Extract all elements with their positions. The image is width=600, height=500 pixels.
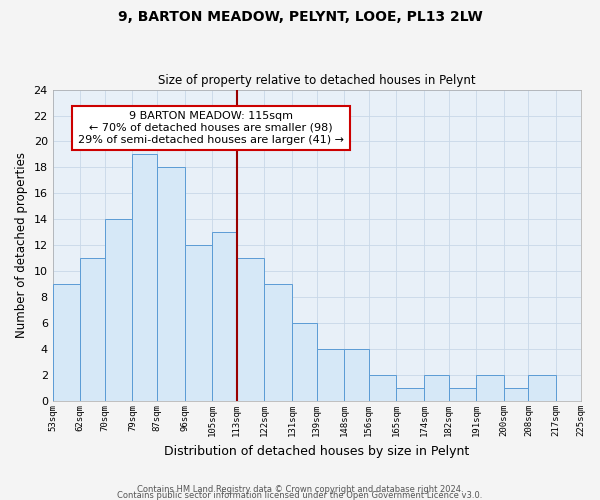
Bar bbox=[237, 258, 265, 401]
Bar bbox=[53, 284, 80, 401]
Text: Contains public sector information licensed under the Open Government Licence v3: Contains public sector information licen… bbox=[118, 491, 482, 500]
Bar bbox=[185, 246, 212, 401]
Bar bbox=[344, 349, 369, 401]
Text: 9 BARTON MEADOW: 115sqm
← 70% of detached houses are smaller (98)
29% of semi-de: 9 BARTON MEADOW: 115sqm ← 70% of detache… bbox=[78, 112, 344, 144]
Y-axis label: Number of detached properties: Number of detached properties bbox=[15, 152, 28, 338]
Bar bbox=[449, 388, 476, 401]
Bar bbox=[424, 375, 449, 401]
Bar bbox=[105, 220, 133, 401]
Bar bbox=[292, 323, 317, 401]
Bar bbox=[529, 375, 556, 401]
Text: 9, BARTON MEADOW, PELYNT, LOOE, PL13 2LW: 9, BARTON MEADOW, PELYNT, LOOE, PL13 2LW bbox=[118, 10, 482, 24]
Title: Size of property relative to detached houses in Pelynt: Size of property relative to detached ho… bbox=[158, 74, 475, 87]
Bar bbox=[80, 258, 105, 401]
Bar bbox=[265, 284, 292, 401]
Bar bbox=[504, 388, 529, 401]
Bar bbox=[476, 375, 504, 401]
Bar bbox=[317, 349, 344, 401]
Bar bbox=[397, 388, 424, 401]
Bar bbox=[157, 168, 185, 401]
X-axis label: Distribution of detached houses by size in Pelynt: Distribution of detached houses by size … bbox=[164, 444, 469, 458]
Text: Contains HM Land Registry data © Crown copyright and database right 2024.: Contains HM Land Registry data © Crown c… bbox=[137, 485, 463, 494]
Bar bbox=[369, 375, 397, 401]
Bar bbox=[212, 232, 237, 401]
Bar bbox=[133, 154, 157, 401]
